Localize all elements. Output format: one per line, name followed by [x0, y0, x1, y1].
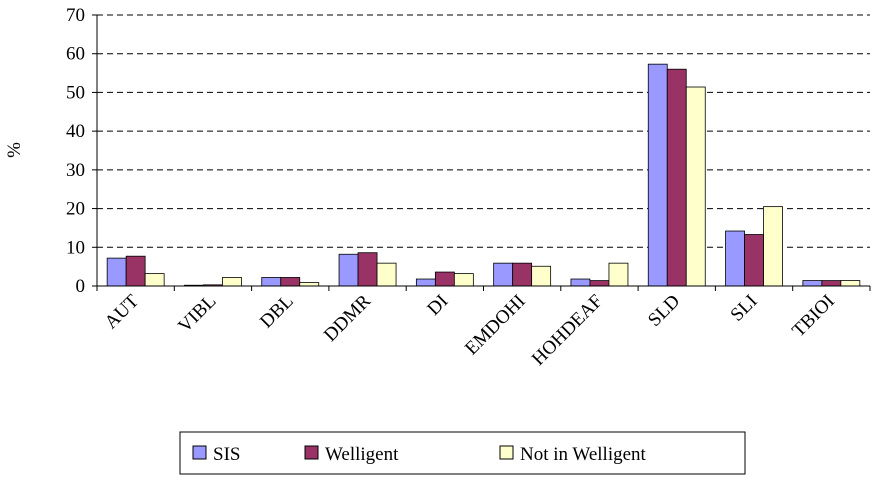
bar: [357, 252, 378, 287]
bar: [453, 273, 474, 287]
y-tick-label: 40: [66, 121, 85, 142]
bar: [261, 277, 282, 287]
y-tick-label: 20: [66, 199, 85, 220]
bar: [666, 68, 687, 287]
bar: [299, 282, 320, 287]
legend-swatch: [192, 445, 207, 460]
y-tick-label: 60: [66, 44, 85, 65]
x-tick-label: DI: [423, 291, 452, 320]
x-tick-label: TBIOI: [788, 291, 839, 342]
bar: [821, 280, 842, 287]
y-tick-label: 0: [76, 276, 86, 297]
x-tick-label: VIBL: [174, 291, 220, 337]
x-tick-label: EMDOHI: [461, 291, 530, 360]
bar: [647, 63, 668, 287]
bar: [493, 262, 514, 287]
legend: [179, 431, 746, 475]
x-tick-label: DDMR: [320, 290, 375, 345]
bar: [570, 278, 591, 287]
bar: [434, 271, 455, 287]
legend-swatch: [304, 445, 319, 460]
bar: [763, 206, 783, 287]
bar: [685, 86, 706, 287]
x-tick-label: SLI: [727, 291, 762, 326]
x-tick-label: AUT: [101, 290, 144, 333]
legend-label: SIS: [213, 444, 240, 465]
y-tick-label: 50: [66, 82, 85, 103]
bar: [531, 265, 552, 287]
bar: [415, 278, 436, 287]
x-tick-label: DBL: [256, 291, 298, 333]
legend-label: Welligent: [325, 444, 399, 465]
y-tick-label: 30: [66, 160, 85, 181]
legend-swatch: [499, 445, 514, 460]
y-tick-label: 10: [66, 237, 85, 258]
bar: [125, 255, 146, 287]
bar: [744, 234, 764, 287]
y-axis-label: %: [4, 142, 25, 158]
bar: [106, 257, 127, 287]
legend-label: Not in Welligent: [520, 444, 647, 465]
bar: [608, 262, 629, 287]
bar: [376, 262, 397, 287]
bar: [840, 280, 861, 287]
y-tick-label: 70: [66, 5, 85, 26]
bar: [725, 230, 745, 287]
bar: [222, 277, 242, 287]
bar: [589, 280, 610, 287]
x-tick-label: SLD: [644, 291, 684, 331]
bar: [280, 277, 301, 287]
bar: [512, 262, 533, 287]
bar: [144, 273, 165, 287]
x-tick-label: HOHDEAF: [528, 291, 607, 370]
bar: [802, 280, 823, 287]
bar: [338, 253, 359, 287]
